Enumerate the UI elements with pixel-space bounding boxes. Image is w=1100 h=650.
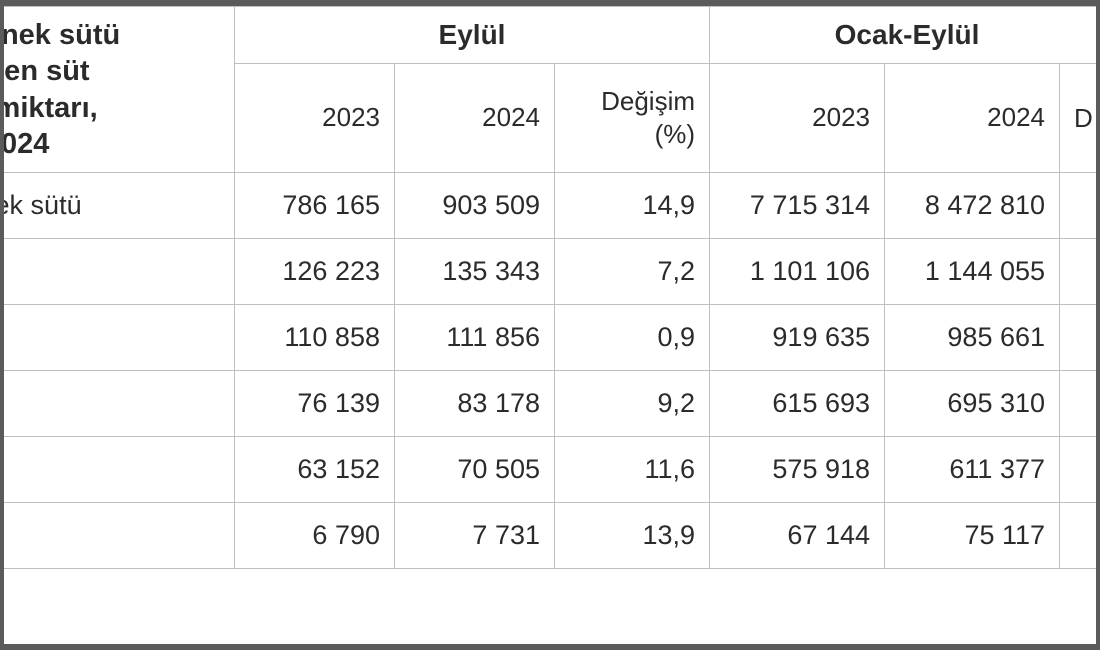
cell-eylul-2024: 83 178	[395, 371, 555, 437]
cell-eylul-change: 7,2	[555, 239, 710, 305]
col-header-eylul-change: Değişim (%)	[555, 63, 710, 172]
col-header-eylul-2023: 2023	[235, 63, 395, 172]
table-title: an inek sütü retilen süt eri miktarı, ül…	[0, 7, 235, 173]
cell-eylul-change: 11,6	[555, 437, 710, 503]
table-frame: an inek sütü retilen süt eri miktarı, ül…	[0, 0, 1100, 650]
cell-ocak-2024: 1 144 055	[885, 239, 1060, 305]
cell-eylul-2023: 110 858	[235, 305, 395, 371]
header-row-1: an inek sütü retilen süt eri miktarı, ül…	[0, 7, 1100, 64]
cell-ocak-2024: 611 377	[885, 437, 1060, 503]
cell-ocak-2023: 1 101 106	[710, 239, 885, 305]
row-label: ı	[0, 503, 235, 569]
row-label: n inek sütü	[0, 173, 235, 239]
cell-ocak-change-cut	[1060, 173, 1100, 239]
table-row: 76 139 83 178 9,2 615 693 695 310	[0, 371, 1100, 437]
cell-eylul-2023: 786 165	[235, 173, 395, 239]
col-header-ocak-2024: 2024	[885, 63, 1060, 172]
cell-eylul-change: 9,2	[555, 371, 710, 437]
cell-ocak-2024: 695 310	[885, 371, 1060, 437]
table-row: n inek sütü 786 165 903 509 14,9 7 715 3…	[0, 173, 1100, 239]
cell-ocak-change-cut	[1060, 437, 1100, 503]
cell-ocak-2024: 75 117	[885, 503, 1060, 569]
cell-ocak-2023: 575 918	[710, 437, 885, 503]
col-header-ocak-change-cut: D	[1060, 63, 1100, 172]
cell-eylul-change: 13,9	[555, 503, 710, 569]
cell-ocak-2024: 985 661	[885, 305, 1060, 371]
cell-eylul-2024: 903 509	[395, 173, 555, 239]
row-label	[0, 371, 235, 437]
cell-eylul-2024: 7 731	[395, 503, 555, 569]
row-label: yniri	[0, 437, 235, 503]
cell-ocak-2023: 67 144	[710, 503, 885, 569]
cell-ocak-change-cut	[1060, 305, 1100, 371]
cell-eylul-2023: 76 139	[235, 371, 395, 437]
cell-eylul-2023: 126 223	[235, 239, 395, 305]
cell-eylul-2023: 6 790	[235, 503, 395, 569]
group-header-eylul: Eylül	[235, 7, 710, 64]
cell-ocak-2024: 8 472 810	[885, 173, 1060, 239]
table-body: n inek sütü 786 165 903 509 14,9 7 715 3…	[0, 173, 1100, 569]
cell-ocak-change-cut	[1060, 503, 1100, 569]
cell-eylul-change: 0,9	[555, 305, 710, 371]
table-row: yniri 63 152 70 505 11,6 575 918 611 377	[0, 437, 1100, 503]
cell-eylul-2024: 70 505	[395, 437, 555, 503]
group-header-ocak-eylul: Ocak-Eylül	[710, 7, 1100, 64]
cell-eylul-2024: 135 343	[395, 239, 555, 305]
row-label	[0, 305, 235, 371]
col-header-ocak-2023: 2023	[710, 63, 885, 172]
cell-eylul-2024: 111 856	[395, 305, 555, 371]
cell-eylul-change: 14,9	[555, 173, 710, 239]
col-header-eylul-2024: 2024	[395, 63, 555, 172]
milk-products-table: an inek sütü retilen süt eri miktarı, ül…	[0, 6, 1100, 569]
row-label: tü	[0, 239, 235, 305]
cell-ocak-change-cut	[1060, 371, 1100, 437]
table-row: ı 6 790 7 731 13,9 67 144 75 117	[0, 503, 1100, 569]
cell-ocak-change-cut	[1060, 239, 1100, 305]
table-row: tü 126 223 135 343 7,2 1 101 106 1 144 0…	[0, 239, 1100, 305]
cell-ocak-2023: 919 635	[710, 305, 885, 371]
table-row: 110 858 111 856 0,9 919 635 985 661	[0, 305, 1100, 371]
cell-ocak-2023: 7 715 314	[710, 173, 885, 239]
cell-ocak-2023: 615 693	[710, 371, 885, 437]
cell-eylul-2023: 63 152	[235, 437, 395, 503]
